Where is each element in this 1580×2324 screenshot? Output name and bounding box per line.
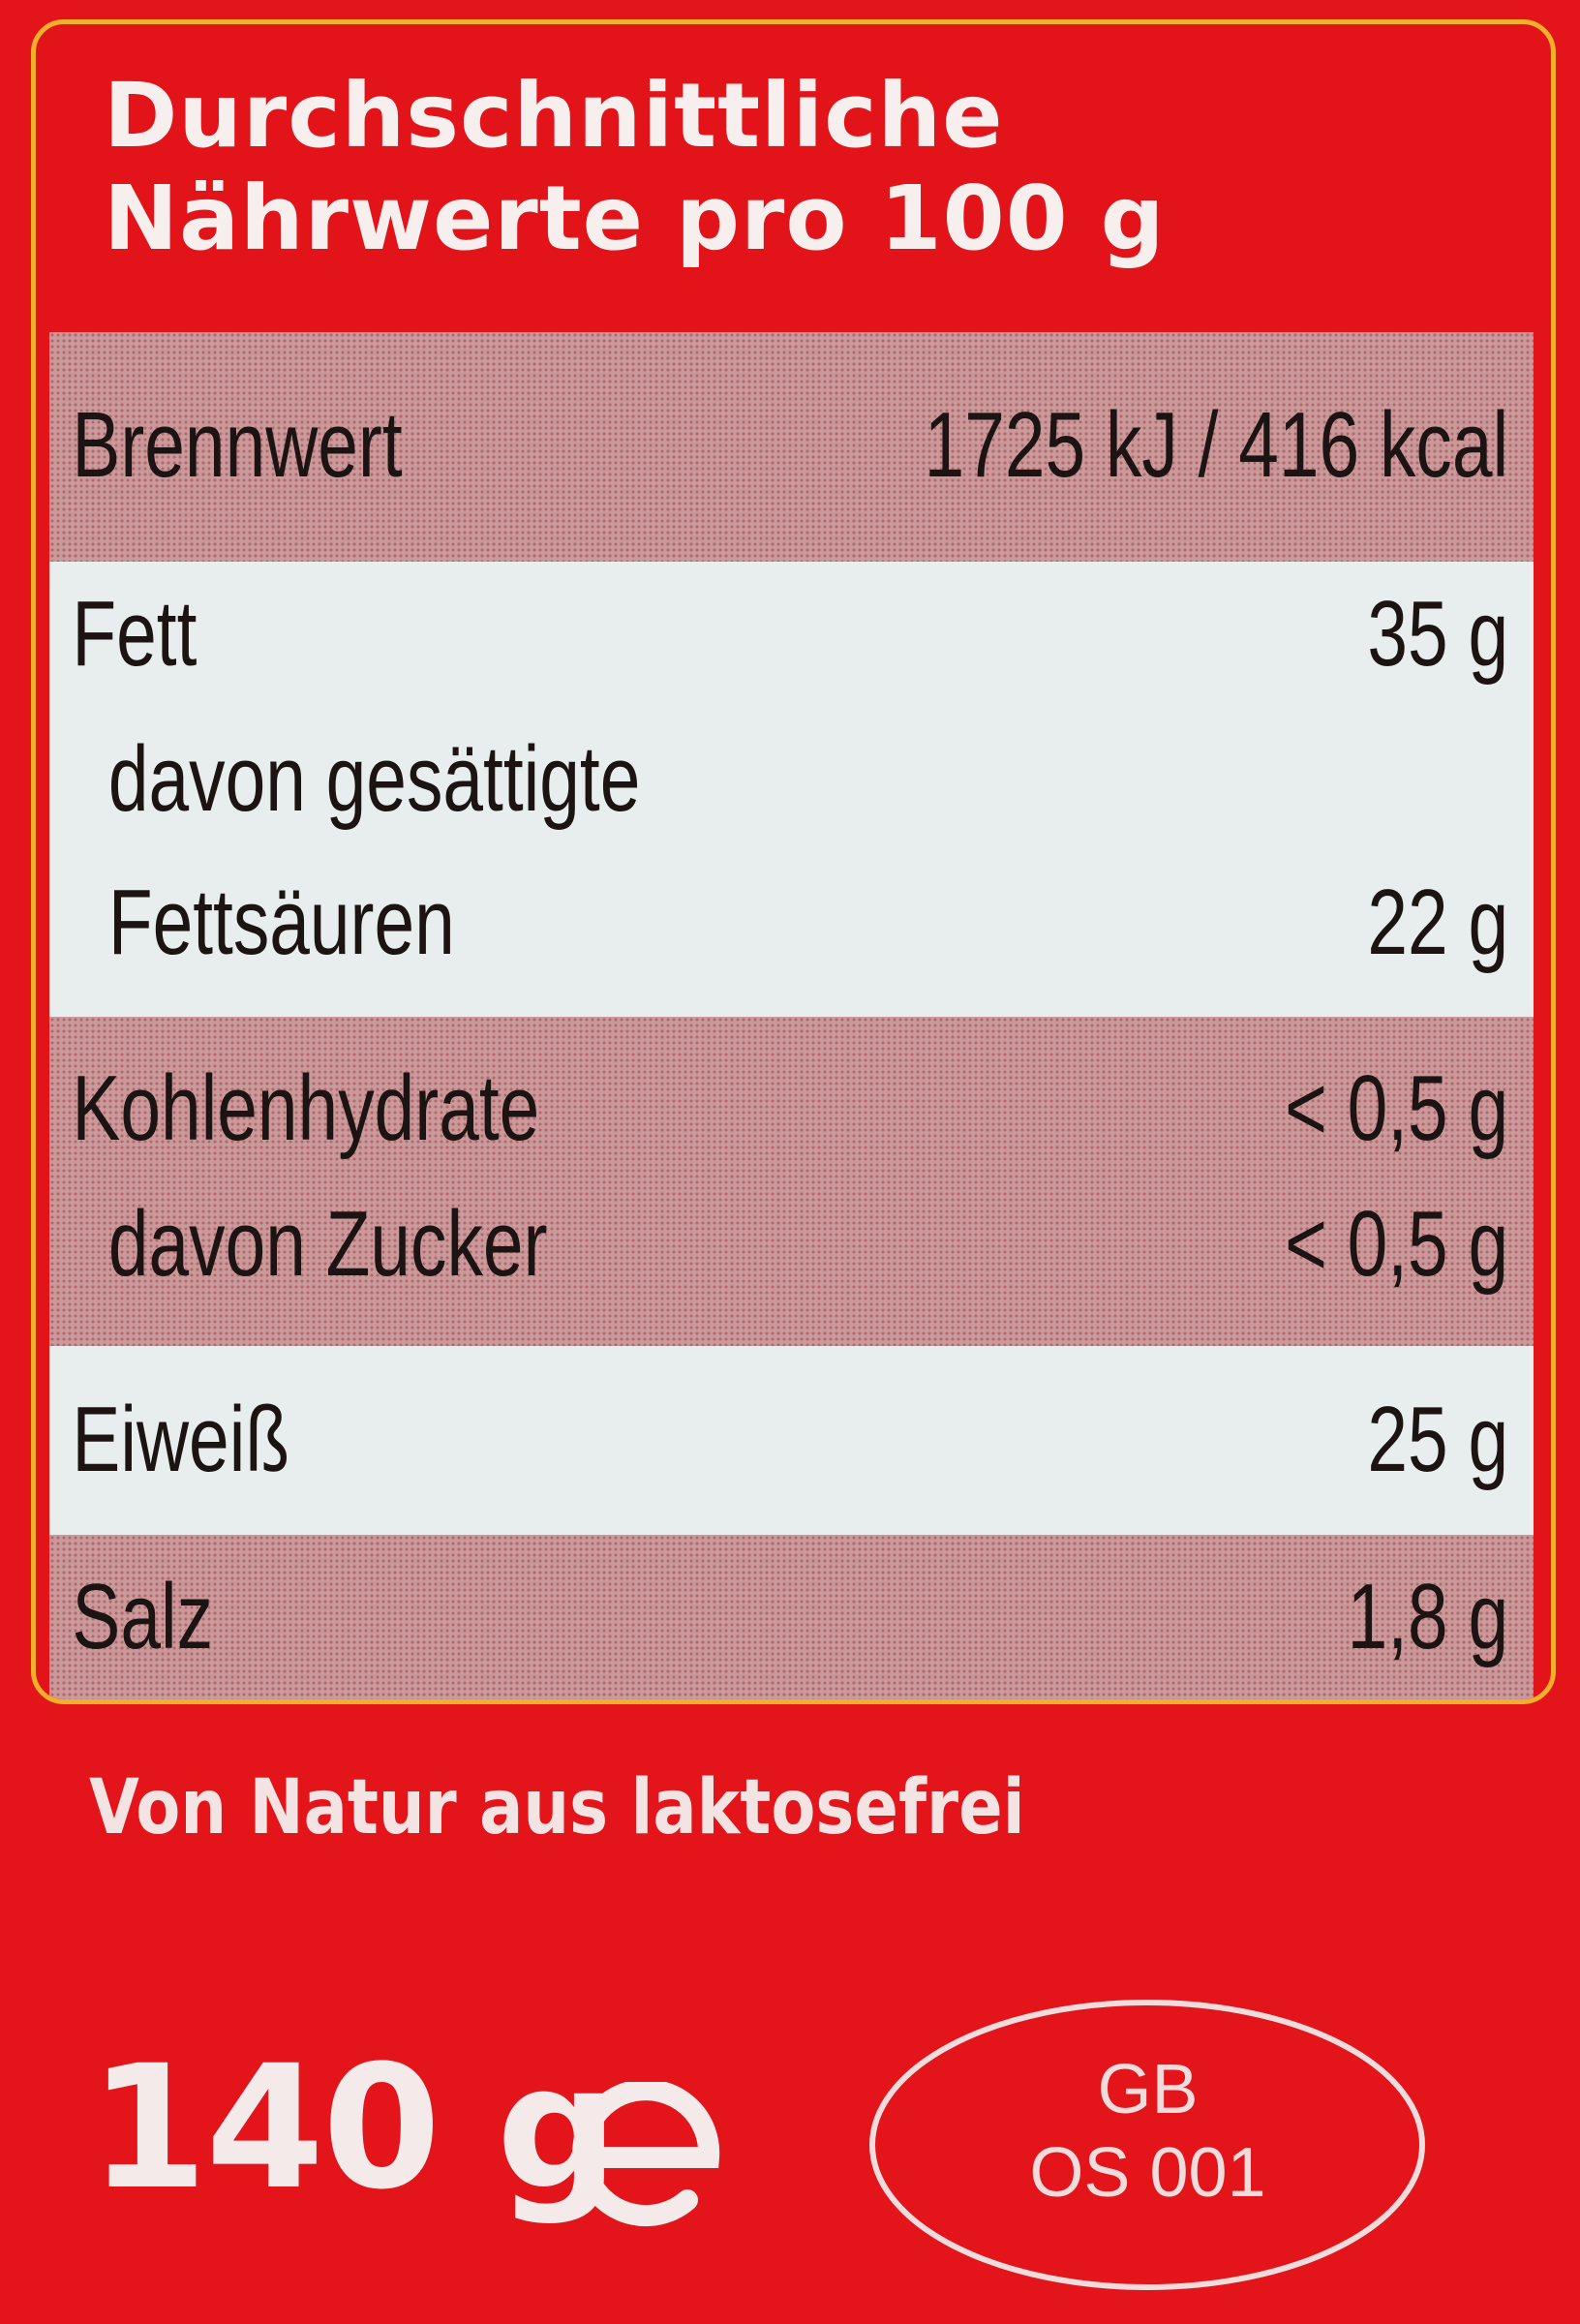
salt-row: Salz 1,8 g (49, 1564, 1532, 1670)
lactose-free-claim: Von Natur aus laktosefrei (89, 1764, 1025, 1851)
fat-band: Fett 35 g davon gesättigte Fettsäuren 22… (49, 562, 1534, 1017)
protein-row: Eiweiß 25 g (49, 1387, 1532, 1493)
sugars-row: davon Zucker < 0,5 g (49, 1191, 1532, 1298)
energy-row: Brennwert 1725 kJ / 416 kcal (49, 392, 1532, 499)
energy-band: Brennwert 1725 kJ / 416 kcal (49, 332, 1534, 562)
fat-value: 35 g (1367, 582, 1509, 686)
saturated-row: Fettsäuren 22 g (49, 870, 1532, 976)
salt-label: Salz (72, 1565, 214, 1668)
saturated-label-row: davon gesättigte (49, 726, 1532, 833)
saturated-label-line1: davon gesättigte (107, 727, 641, 831)
protein-value: 25 g (1367, 1388, 1509, 1491)
sugars-value: < 0,5 g (1285, 1192, 1509, 1296)
salt-band: Salz 1,8 g (49, 1535, 1534, 1699)
carbohydrates-value: < 0,5 g (1285, 1056, 1509, 1160)
protein-label: Eiweiß (72, 1388, 290, 1491)
energy-value: 1725 kJ / 416 kcal (924, 393, 1509, 497)
carbohydrates-label: Kohlenhydrate (72, 1056, 540, 1160)
protein-band: Eiweiß 25 g (49, 1346, 1534, 1535)
energy-label: Brennwert (72, 393, 403, 497)
panel-title: Durchschnittliche Nährwerte pro 100 g (104, 64, 1166, 270)
health-mark-oval (869, 2000, 1425, 2290)
health-mark-text: GB OS 001 (1029, 2051, 1266, 2212)
estimated-sign-icon (572, 2082, 720, 2227)
salt-value: 1,8 g (1347, 1565, 1509, 1668)
fat-row: Fett 35 g (49, 581, 1532, 688)
fat-label: Fett (72, 582, 198, 686)
saturated-label: Fettsäuren (107, 871, 455, 974)
carbohydrates-band: Kohlenhydrate < 0,5 g davon Zucker < 0,5… (49, 1017, 1534, 1346)
carbohydrates-row: Kohlenhydrate < 0,5 g (49, 1055, 1532, 1162)
sugars-label: davon Zucker (107, 1192, 548, 1296)
nutrition-panel: Durchschnittliche Nährwerte pro 100 g Br… (31, 19, 1556, 1704)
net-weight: 140 g (89, 2029, 619, 2227)
saturated-value: 22 g (1367, 871, 1509, 974)
